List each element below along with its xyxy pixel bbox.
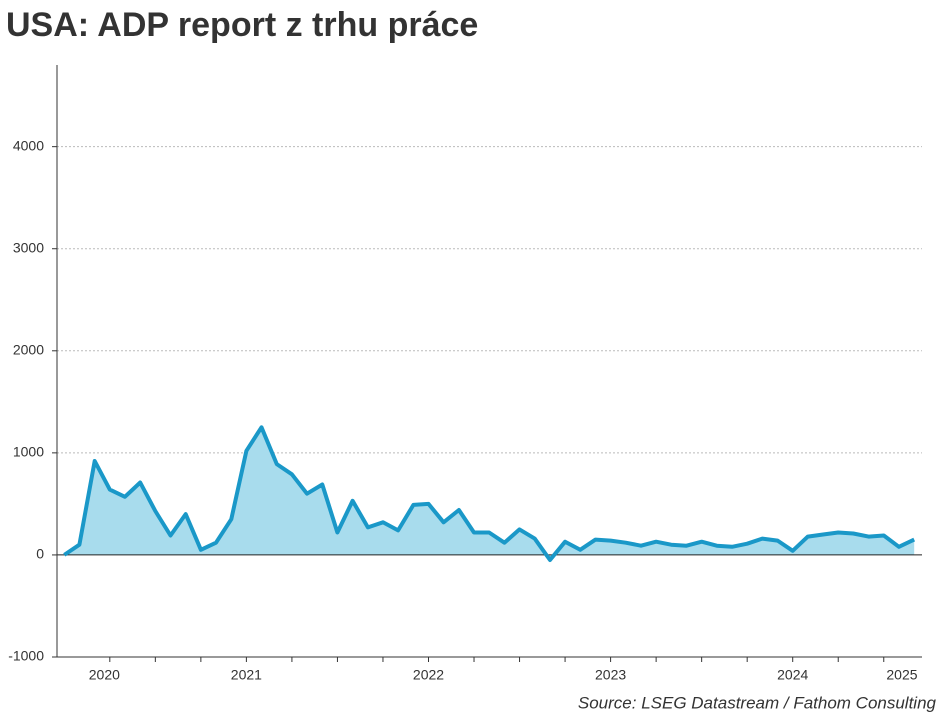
y-tick-label: -1000 bbox=[8, 648, 44, 664]
y-tick-label: 3000 bbox=[13, 239, 44, 255]
source-note: Source: LSEG Datastream / Fathom Consult… bbox=[578, 693, 937, 712]
x-tick-label: 2024 bbox=[777, 667, 808, 683]
y-tick-label: 4000 bbox=[13, 137, 44, 153]
area bbox=[64, 427, 915, 560]
y-tick-label: 1000 bbox=[13, 444, 44, 460]
chart-title: USA: ADP report z trhu práce bbox=[6, 6, 478, 44]
x-tick-label: 2023 bbox=[595, 667, 626, 683]
x-tick-label: 2022 bbox=[413, 667, 444, 683]
x-tick-label: 2025 bbox=[886, 667, 917, 683]
x-tick-label: 2020 bbox=[89, 667, 120, 683]
y-tick-label: 0 bbox=[36, 546, 44, 562]
y-tick-label: 2000 bbox=[13, 341, 44, 357]
x-tick-label: 2021 bbox=[231, 667, 262, 683]
line bbox=[63, 425, 916, 562]
